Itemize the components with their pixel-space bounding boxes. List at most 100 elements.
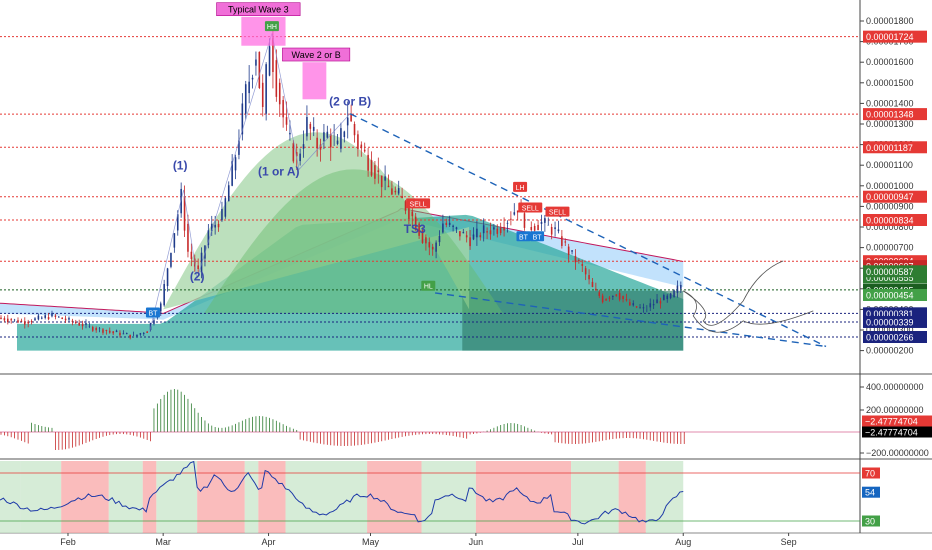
macd-tick-label-2: −200.00000000 [866, 448, 929, 458]
rsi-zone-7 [244, 461, 259, 533]
price-tick-label-9: 0.00001000 [866, 181, 914, 191]
time-label-7: Sep [781, 537, 797, 547]
callout-box-1 [282, 47, 351, 62]
rsi-zone-10 [367, 461, 422, 533]
price-tags: 0.00001724 0.00001348 0.00001187 0.00000947… [862, 30, 932, 527]
wave2-zone [302, 62, 327, 100]
rsi-line [0, 460, 684, 525]
extra-tag-1: 0.00000587 [866, 267, 914, 277]
rsi-zone-9 [285, 461, 368, 533]
time-label-0: Feb [60, 537, 76, 547]
time-label-1: Mar [155, 537, 171, 547]
level-tag-8: 0.00000381 [866, 309, 914, 319]
wave-cloud [163, 132, 470, 310]
level-tag-2-box [863, 141, 927, 154]
extra-tag-1-box [863, 265, 927, 278]
macd-tag-1: −2.47774704 [865, 428, 918, 438]
level-tag-10: 0.00000266 [866, 333, 914, 343]
price-tick-label-4: 0.00001500 [866, 78, 914, 88]
macd-tick-label-0: 400.00000000 [866, 382, 924, 392]
level-tag-4-box [863, 213, 927, 226]
rsi-tag-box-2 [862, 515, 880, 527]
projection-up [683, 260, 784, 326]
macd-tag-0: −2.47774704 [865, 417, 918, 427]
wave-label-1: (2) [190, 270, 205, 284]
price-tick-label-8: 0.00001100 [866, 160, 913, 170]
level-tag-0-box [863, 30, 927, 43]
signal-tag-6 [545, 206, 570, 217]
level-tag-9-box [863, 315, 927, 328]
time-label-6: Aug [675, 537, 691, 547]
rsi-zone-14 [618, 461, 646, 533]
wave-count-line [149, 33, 351, 333]
extra-tag-2: 0.00000454 [866, 290, 914, 300]
level-tag-4: 0.00000834 [866, 215, 914, 225]
rsi-zone-4 [142, 461, 157, 533]
signal-tag-5 [518, 202, 543, 213]
signal-text-8: BT [533, 234, 543, 241]
macd-panel[interactable] [0, 388, 860, 450]
level-tag-3: 0.00000947 [866, 192, 914, 202]
level-tag-1-box [863, 108, 927, 121]
price-tick-label-5: 0.00001400 [866, 98, 914, 108]
rsi-zone-6 [197, 461, 245, 533]
callout-label-1: Wave 2 or B [292, 50, 341, 60]
price-tick-label-3: 0.00001600 [866, 57, 914, 67]
signal-text-2: HL [424, 284, 433, 291]
level-tag-3-box [863, 190, 927, 203]
signal-text-0: HH [267, 24, 277, 31]
price-tick-label-6: 0.00001300 [866, 119, 914, 129]
level-tag-10-box [863, 331, 927, 344]
signal-tag-7 [516, 231, 531, 242]
wave3-zone [241, 16, 286, 46]
wave-label-2: (1 or A) [258, 165, 300, 179]
macd-tick-label-1: 200.00000000 [866, 405, 924, 415]
level-tag-1: 0.00001348 [866, 110, 914, 120]
level-tag-9: 0.00000339 [866, 317, 914, 327]
wave-label-3: (2 or B) [329, 94, 371, 108]
rsi-tag-0: 70 [865, 469, 875, 479]
rsi-panel[interactable] [0, 460, 860, 533]
wave-label-0: (1) [173, 158, 188, 172]
wave-label-4: TS3 [404, 222, 426, 236]
callout-box-0 [216, 2, 301, 17]
time-label-2: Apr [262, 537, 276, 547]
rsi-zone-1 [20, 461, 62, 533]
price-tick-label-12: 0.00000700 [866, 243, 914, 253]
level-tag-2: 0.00001187 [866, 143, 913, 153]
macd-tag-box-1 [862, 426, 932, 438]
projection-down [683, 290, 814, 333]
signal-tag-0 [264, 21, 279, 32]
range-block [462, 290, 684, 351]
signal-text-7: BT [519, 234, 529, 241]
rsi-zone-13 [571, 461, 619, 533]
rsi-tag-box-0 [862, 467, 880, 479]
signal-text-1: BT [148, 311, 158, 318]
price-panel[interactable]: Typical Wave 3 Wave 2 or B (1) (2) (1 or A) (… [0, 2, 860, 351]
signal-tag-8 [530, 231, 545, 242]
rsi-zone-12 [475, 461, 572, 533]
extra-tag-2-box [863, 288, 927, 301]
rsi-zone-8 [258, 461, 286, 533]
price-tick-label-1: 0.00001800 [866, 16, 914, 26]
signal-tag-4 [513, 181, 528, 192]
callout-label-0: Typical Wave 3 [228, 5, 289, 15]
signal-text-6: SELL [549, 210, 566, 217]
time-label-5: Jul [572, 537, 584, 547]
time-label-4: Jun [469, 537, 484, 547]
signal-tag-3 [406, 198, 431, 209]
channel-upper [349, 113, 827, 348]
rsi-zone-3 [108, 461, 143, 533]
price-tick-label-10: 0.00000900 [866, 201, 914, 211]
rsi-tag-box-1 [862, 486, 880, 498]
rsi-zone-2 [61, 461, 109, 533]
level-tag-0: 0.00001724 [866, 32, 914, 42]
rsi-tag-2: 30 [865, 517, 875, 527]
signal-tag-2 [421, 280, 436, 291]
channel-lower [435, 292, 827, 348]
rsi-zone-15 [645, 461, 684, 533]
rsi-tag-1: 54 [865, 488, 875, 498]
signal-text-4: LH [516, 185, 525, 192]
signal-text-3: SELL [410, 201, 427, 208]
